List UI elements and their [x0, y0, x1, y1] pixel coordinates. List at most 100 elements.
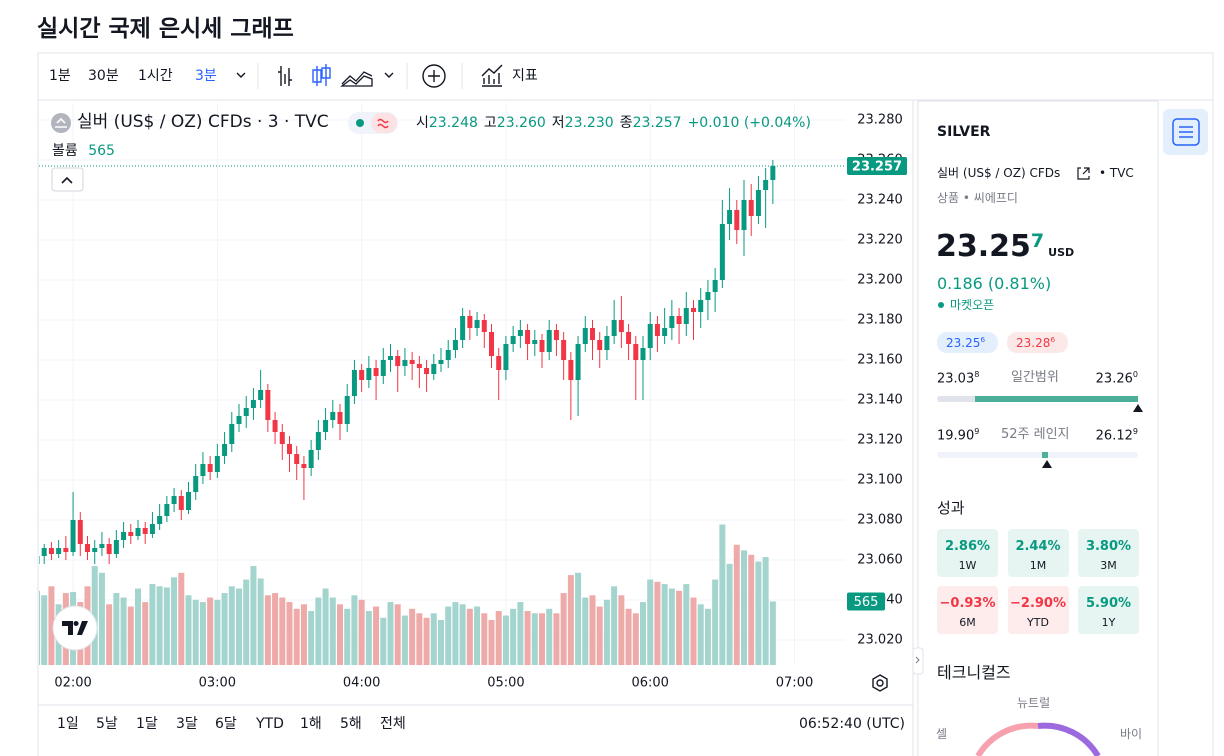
status-dot — [356, 119, 364, 127]
volume-bar — [438, 620, 444, 665]
range-button[interactable]: 5날 — [96, 716, 118, 732]
performance-tile[interactable]: 2.44% 1M — [1007, 529, 1069, 577]
tv-logo[interactable] — [52, 605, 98, 651]
interval-selected[interactable]: 3분 — [195, 68, 217, 84]
settings-icon[interactable] — [872, 674, 888, 692]
interval-button[interactable]: 30분 — [88, 68, 119, 84]
interval-button[interactable]: 1시간 — [138, 68, 173, 84]
range-button[interactable]: 전체 — [380, 716, 406, 732]
x-tick-label: 04:00 — [343, 676, 380, 691]
candle-body — [351, 370, 357, 396]
performance-tile[interactable]: −0.93% 6M — [937, 586, 998, 634]
volume-bar — [495, 611, 502, 665]
candle-body — [222, 444, 228, 456]
volume-bar — [387, 602, 394, 665]
candle-body — [741, 200, 747, 230]
volume-bar — [640, 602, 646, 665]
performance-tile[interactable]: −2.90% YTD — [1007, 586, 1069, 634]
volume-bar — [351, 595, 358, 665]
candle-body — [272, 420, 278, 432]
ohlc-value: 23.248 — [428, 115, 478, 131]
volume-bar — [272, 593, 279, 665]
y-tick-label: 23.180 — [857, 313, 903, 328]
interval-button[interactable]: 1분 — [49, 68, 71, 84]
chevron[interactable] — [384, 72, 394, 78]
volume-bar — [654, 581, 661, 665]
candle-body — [77, 520, 83, 544]
range-button[interactable]: 1해 — [300, 716, 322, 732]
volume-bar — [596, 606, 603, 665]
range-button[interactable]: 3달 — [176, 716, 198, 732]
candle-body — [503, 344, 509, 370]
ohlc-change: +0.010 (+0.04%) — [687, 115, 811, 131]
y-tick-label: 23.280 — [857, 113, 903, 128]
performance-value: 3.80% — [1085, 539, 1132, 554]
range-high: 23.260 — [1095, 370, 1138, 387]
candle-body — [149, 524, 155, 534]
volume-label: 볼륨 — [52, 143, 78, 159]
bid-main: 23.25 — [946, 336, 981, 350]
volume-bar — [91, 566, 98, 665]
delay-icon — [377, 118, 389, 129]
volume-bar — [163, 587, 170, 665]
candle-body — [489, 332, 494, 356]
range-button[interactable]: 6달 — [215, 716, 237, 732]
candle-body — [669, 316, 675, 328]
range-low-main: 19.90 — [937, 428, 975, 444]
axes: 23.280 23.260 23.240 23.220 23.200 23.180 23.1… — [39, 113, 907, 691]
candle-body — [250, 400, 256, 408]
candle-body — [546, 330, 552, 352]
performance-tile[interactable]: 2.86% 1W — [937, 529, 998, 577]
candle-body — [517, 330, 523, 336]
volume-series — [39, 524, 776, 665]
candle-body — [676, 316, 682, 324]
volume-bar — [401, 615, 408, 665]
range-fill — [975, 396, 1138, 402]
volume-bar — [553, 613, 560, 665]
performance-tile[interactable]: 5.90% 1Y — [1078, 586, 1139, 634]
candle-body — [164, 504, 170, 516]
volume-bar — [39, 590, 40, 665]
candle-body — [366, 368, 372, 380]
symbol-logo-mark — [55, 117, 67, 128]
tv-logo-mark — [62, 621, 88, 635]
external-link-icon[interactable] — [1077, 167, 1090, 180]
candle-body — [380, 360, 386, 376]
gauge-arc — [1037, 722, 1101, 756]
candle-body — [359, 370, 365, 380]
ask-sup: 6 — [1050, 335, 1056, 344]
candle-body — [481, 320, 487, 332]
range-button[interactable]: 1일 — [57, 716, 79, 732]
range-button[interactable]: 1달 — [136, 716, 158, 732]
volume-bar — [329, 597, 336, 665]
volume-bar — [575, 572, 582, 665]
candle-body — [691, 308, 696, 312]
volume-bar — [106, 604, 113, 665]
chevron[interactable] — [236, 72, 246, 78]
ticker: SILVER — [937, 124, 991, 140]
range-button[interactable]: 5해 — [340, 716, 362, 732]
volume-bar — [286, 602, 293, 665]
candle-body — [712, 280, 718, 292]
bar-icon[interactable] — [278, 66, 292, 86]
instrument-name[interactable]: 실버 (US$ / OZ) CFDs — [937, 166, 1061, 180]
add-icon[interactable] — [422, 64, 446, 88]
volume-bar — [560, 593, 567, 665]
candle-icon[interactable] — [312, 64, 331, 86]
volume-bar — [697, 604, 704, 665]
volume-bar — [690, 597, 697, 665]
indicator-icon[interactable] — [481, 64, 503, 87]
volume-bar — [228, 586, 235, 665]
y-tick-label: 23.220 — [857, 233, 903, 248]
candle-body — [445, 350, 451, 360]
performance-tile[interactable]: 3.80% 3M — [1078, 529, 1139, 577]
area-icon[interactable] — [340, 71, 373, 87]
range-button[interactable]: YTD — [256, 716, 284, 732]
bid: 23.256 — [946, 336, 985, 349]
y-tick-label: 23.060 — [857, 553, 903, 568]
volume-bar — [199, 602, 206, 665]
candle-body — [337, 412, 343, 424]
bid-sup: 6 — [980, 335, 986, 344]
indicators-button[interactable]: 지표 — [512, 68, 538, 84]
range-high-main: 23.26 — [1095, 371, 1133, 387]
